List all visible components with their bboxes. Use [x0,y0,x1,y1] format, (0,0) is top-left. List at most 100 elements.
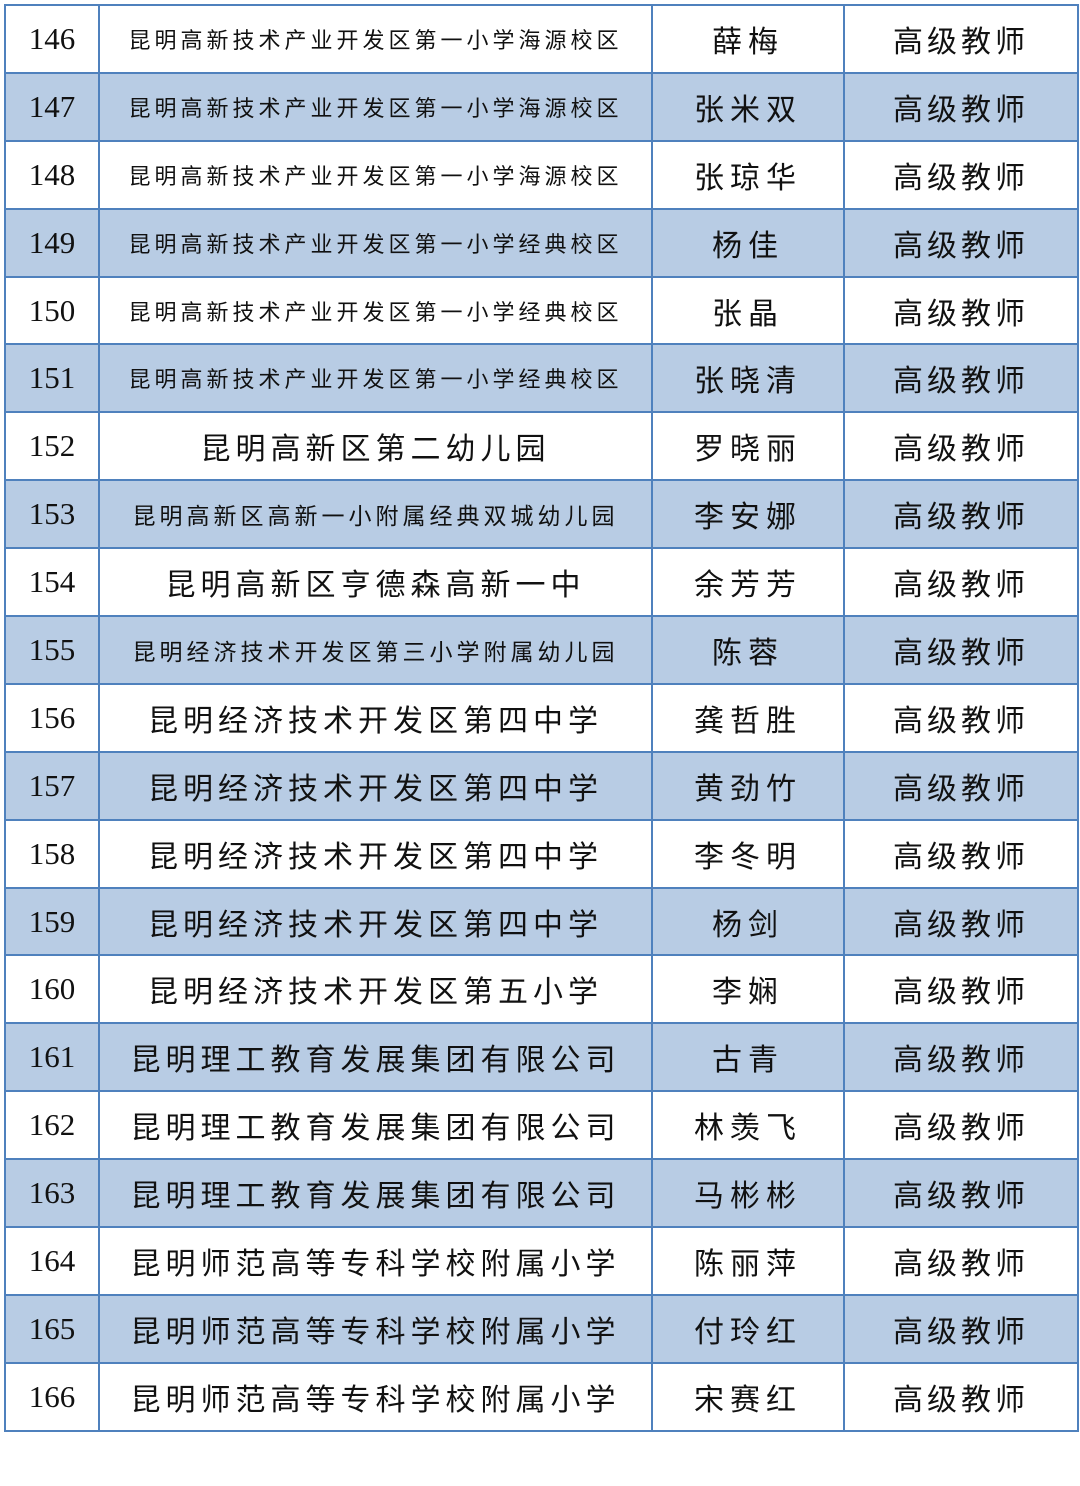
teacher-name: 林羡飞 [651,1090,845,1161]
teacher-name: 龚哲胜 [651,682,845,753]
row-number: 160 [4,954,100,1025]
teacher-list-table: 146 昆明高新技术产业开发区第一小学海源校区 薛梅 高级教师 147 昆明高新技术产业开… [4,4,1079,1432]
table-row: 161 昆明理工教育发展集团有限公司 古青 高级教师 [4,1022,1079,1093]
teacher-title: 高级教师 [843,1226,1079,1296]
row-number: 150 [4,275,100,346]
table-row: 154 昆明高新区亨德森高新一中 余芳芳 高级教师 [4,547,1079,618]
table-row: 166 昆明师范高等专科学校附属小学 宋赛红 高级教师 [4,1361,1079,1432]
teacher-name: 马彬彬 [651,1158,845,1229]
teacher-title: 高级教师 [843,547,1079,618]
table-row: 146 昆明高新技术产业开发区第一小学海源校区 薛梅 高级教师 [4,4,1079,74]
school-name: 昆明高新区亨德森高新一中 [98,547,653,618]
school-name: 昆明高新技术产业开发区第一小学经典校区 [98,275,653,346]
school-name: 昆明经济技术开发区第四中学 [98,750,653,821]
row-number: 158 [4,818,100,889]
table-row: 163 昆明理工教育发展集团有限公司 马彬彬 高级教师 [4,1158,1079,1229]
teacher-title: 高级教师 [843,1158,1079,1229]
teacher-name: 张米双 [651,71,845,142]
teacher-name: 黄劲竹 [651,750,845,821]
row-number: 161 [4,1022,100,1093]
school-name: 昆明理工教育发展集团有限公司 [98,1158,653,1229]
table-row: 149 昆明高新技术产业开发区第一小学经典校区 杨佳 高级教师 [4,207,1079,278]
teacher-name: 陈蓉 [651,615,845,685]
teacher-title: 高级教师 [843,615,1079,685]
row-number: 163 [4,1158,100,1229]
teacher-name: 杨佳 [651,207,845,278]
table-row: 157 昆明经济技术开发区第四中学 黄劲竹 高级教师 [4,750,1079,821]
school-name: 昆明高新技术产业开发区第一小学海源校区 [98,139,653,210]
teacher-title: 高级教师 [843,1022,1079,1093]
table-row: 165 昆明师范高等专科学校附属小学 付玲红 高级教师 [4,1293,1079,1364]
school-name: 昆明高新区高新一小附属经典双城幼儿园 [98,479,653,550]
school-name: 昆明经济技术开发区第五小学 [98,954,653,1025]
table-row: 164 昆明师范高等专科学校附属小学 陈丽萍 高级教师 [4,1226,1079,1296]
teacher-name: 李安娜 [651,479,845,550]
teacher-name: 宋赛红 [651,1361,845,1432]
row-number: 162 [4,1090,100,1161]
teacher-title: 高级教师 [843,139,1079,210]
teacher-title: 高级教师 [843,411,1079,482]
teacher-title: 高级教师 [843,750,1079,821]
row-number: 149 [4,207,100,278]
teacher-title: 高级教师 [843,818,1079,889]
school-name: 昆明师范高等专科学校附属小学 [98,1293,653,1364]
school-name: 昆明高新技术产业开发区第一小学海源校区 [98,71,653,142]
teacher-name: 古青 [651,1022,845,1093]
row-number: 154 [4,547,100,618]
teacher-title: 高级教师 [843,71,1079,142]
teacher-name: 余芳芳 [651,547,845,618]
row-number: 159 [4,886,100,957]
table-row: 156 昆明经济技术开发区第四中学 龚哲胜 高级教师 [4,682,1079,753]
teacher-title: 高级教师 [843,954,1079,1025]
school-name: 昆明高新区第二幼儿园 [98,411,653,482]
teacher-title: 高级教师 [843,1293,1079,1364]
row-number: 153 [4,479,100,550]
row-number: 147 [4,71,100,142]
teacher-title: 高级教师 [843,1090,1079,1161]
school-name: 昆明经济技术开发区第四中学 [98,682,653,753]
table-row: 150 昆明高新技术产业开发区第一小学经典校区 张晶 高级教师 [4,275,1079,346]
table-row: 160 昆明经济技术开发区第五小学 李娴 高级教师 [4,954,1079,1025]
school-name: 昆明理工教育发展集团有限公司 [98,1022,653,1093]
teacher-title: 高级教师 [843,275,1079,346]
table-row: 158 昆明经济技术开发区第四中学 李冬明 高级教师 [4,818,1079,889]
table-row: 151 昆明高新技术产业开发区第一小学经典校区 张晓清 高级教师 [4,343,1079,414]
row-number: 152 [4,411,100,482]
table-row: 159 昆明经济技术开发区第四中学 杨剑 高级教师 [4,886,1079,957]
teacher-title: 高级教师 [843,4,1079,74]
teacher-name: 付玲红 [651,1293,845,1364]
teacher-name: 陈丽萍 [651,1226,845,1296]
teacher-name: 杨剑 [651,886,845,957]
teacher-name: 罗晓丽 [651,411,845,482]
row-number: 166 [4,1361,100,1432]
table-row: 152 昆明高新区第二幼儿园 罗晓丽 高级教师 [4,411,1079,482]
school-name: 昆明师范高等专科学校附属小学 [98,1361,653,1432]
teacher-name: 李娴 [651,954,845,1025]
teacher-name: 薛梅 [651,4,845,74]
table-row: 155 昆明经济技术开发区第三小学附属幼儿园 陈蓉 高级教师 [4,615,1079,685]
row-number: 164 [4,1226,100,1296]
row-number: 156 [4,682,100,753]
table-row: 147 昆明高新技术产业开发区第一小学海源校区 张米双 高级教师 [4,71,1079,142]
school-name: 昆明理工教育发展集团有限公司 [98,1090,653,1161]
school-name: 昆明经济技术开发区第三小学附属幼儿园 [98,615,653,685]
teacher-title: 高级教师 [843,886,1079,957]
table-row: 148 昆明高新技术产业开发区第一小学海源校区 张琼华 高级教师 [4,139,1079,210]
row-number: 155 [4,615,100,685]
teacher-name: 张晶 [651,275,845,346]
row-number: 165 [4,1293,100,1364]
table-body: 146 昆明高新技术产业开发区第一小学海源校区 薛梅 高级教师 147 昆明高新技术产业开… [4,4,1079,1432]
table-row: 162 昆明理工教育发展集团有限公司 林羡飞 高级教师 [4,1090,1079,1161]
school-name: 昆明经济技术开发区第四中学 [98,886,653,957]
school-name: 昆明高新技术产业开发区第一小学经典校区 [98,343,653,414]
teacher-title: 高级教师 [843,682,1079,753]
row-number: 146 [4,4,100,74]
teacher-title: 高级教师 [843,343,1079,414]
teacher-name: 李冬明 [651,818,845,889]
table-row: 153 昆明高新区高新一小附属经典双城幼儿园 李安娜 高级教师 [4,479,1079,550]
teacher-name: 张晓清 [651,343,845,414]
teacher-title: 高级教师 [843,479,1079,550]
row-number: 151 [4,343,100,414]
teacher-name: 张琼华 [651,139,845,210]
school-name: 昆明高新技术产业开发区第一小学经典校区 [98,207,653,278]
